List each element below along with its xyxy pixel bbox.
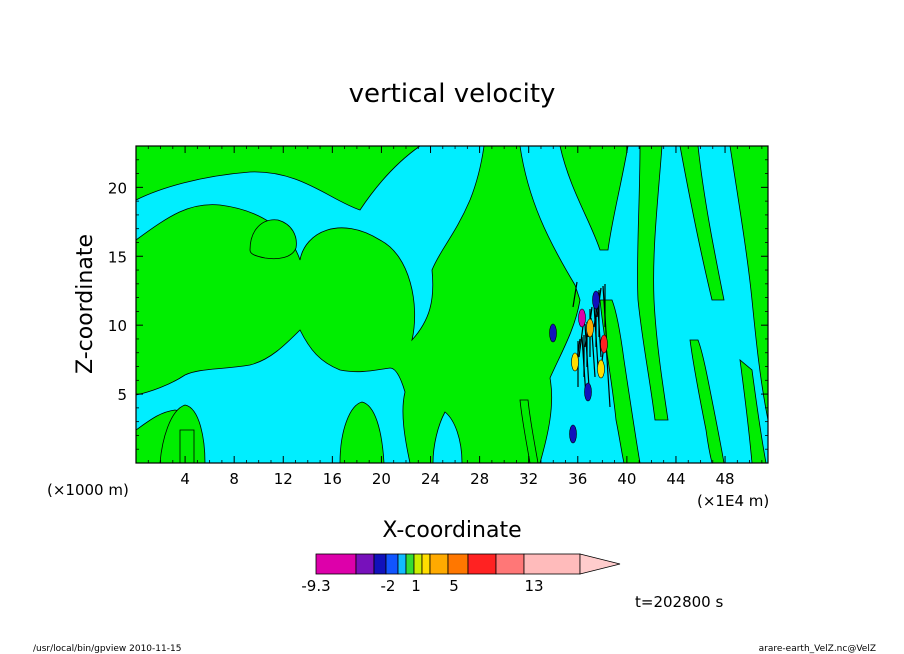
colorbar-cell <box>467 553 497 575</box>
footer-right: arare-earth_VelZ.nc@VelZ <box>759 644 876 654</box>
contour-region <box>135 145 422 211</box>
colorbar-cell <box>355 553 375 575</box>
x-tick-label: 8 <box>229 470 239 488</box>
contour-line <box>572 281 578 308</box>
core-cell <box>586 318 594 338</box>
colorbar-cell <box>421 553 431 575</box>
x-tick-label: 28 <box>470 470 489 488</box>
colorbar-label: 13 <box>524 577 543 595</box>
x-tick-label: 20 <box>372 470 391 488</box>
y-axis-ticks: 5 10 15 20 <box>108 159 768 450</box>
colorbar-cell <box>523 553 581 575</box>
x-tick-label: 24 <box>421 470 440 488</box>
x-tick-label: 4 <box>180 470 190 488</box>
core-cell <box>584 382 592 402</box>
chart-title: vertical velocity <box>349 79 556 109</box>
turbulent-core <box>549 281 611 444</box>
core-cell <box>578 308 586 328</box>
core-cell <box>600 334 608 354</box>
x-axis-label: X-coordinate <box>382 518 521 543</box>
footer-left: /usr/local/bin/gpview 2010-11-15 <box>33 644 181 654</box>
core-cell <box>571 352 579 372</box>
contour-region <box>679 145 725 301</box>
plot-area <box>135 145 769 464</box>
core-cell <box>597 359 605 379</box>
core-cell <box>569 424 577 444</box>
x-axis-unit-right: (×1E4 m) <box>697 492 769 510</box>
contour-region <box>559 145 629 251</box>
colorbar <box>315 553 621 575</box>
colorbar-cell <box>385 553 399 575</box>
x-tick-label: 16 <box>323 470 342 488</box>
colorbar-cell <box>405 553 415 575</box>
colorbar-cell <box>447 553 469 575</box>
x-tick-label: 44 <box>666 470 685 488</box>
contour-region <box>637 145 669 421</box>
contour-region <box>729 145 769 421</box>
colorbar-cell <box>397 553 407 575</box>
x-tick-label: 48 <box>716 470 735 488</box>
colorbar-cell <box>495 553 525 575</box>
x-tick-label: 12 <box>274 470 293 488</box>
colorbar-cell <box>315 553 357 575</box>
colorbar-cell <box>429 553 449 575</box>
colorbar-cell <box>373 553 387 575</box>
y-axis-label: Z-coordinate <box>73 234 98 374</box>
colorbar-label: -2 <box>381 577 396 595</box>
core-cell <box>549 323 557 343</box>
colorbar-label: 5 <box>449 577 459 595</box>
colorbar-cell <box>413 553 423 575</box>
contour-line <box>584 323 590 388</box>
colorbar-label: -9.3 <box>301 577 330 595</box>
plot-frame <box>135 145 769 464</box>
x-tick-label: 36 <box>568 470 587 488</box>
y-tick-label: 20 <box>108 179 127 197</box>
contour-region <box>249 219 297 260</box>
core-cell <box>592 290 600 310</box>
x-axis-ticks: 4 8 12 16 20 24 28 32 36 40 44 48 <box>147 146 763 488</box>
colorbar-labels: -9.3 -2 1 5 13 <box>301 577 543 595</box>
x-tick-label: 32 <box>519 470 538 488</box>
contour-region <box>135 145 581 464</box>
contour-region <box>339 401 385 464</box>
contour-line <box>593 304 599 368</box>
y-tick-label: 5 <box>117 386 127 404</box>
contour-line <box>605 342 611 408</box>
colorbar-arrow <box>579 553 621 575</box>
x-axis-unit-left: (×1000 m) <box>47 481 129 499</box>
contour-line <box>578 325 584 358</box>
contour-region <box>179 429 195 464</box>
time-annotation: t=202800 s <box>635 593 723 611</box>
x-tick-label: 40 <box>617 470 636 488</box>
y-tick-label: 15 <box>108 248 127 266</box>
y-tick-label: 10 <box>108 317 127 335</box>
colorbar-label: 1 <box>411 577 421 595</box>
